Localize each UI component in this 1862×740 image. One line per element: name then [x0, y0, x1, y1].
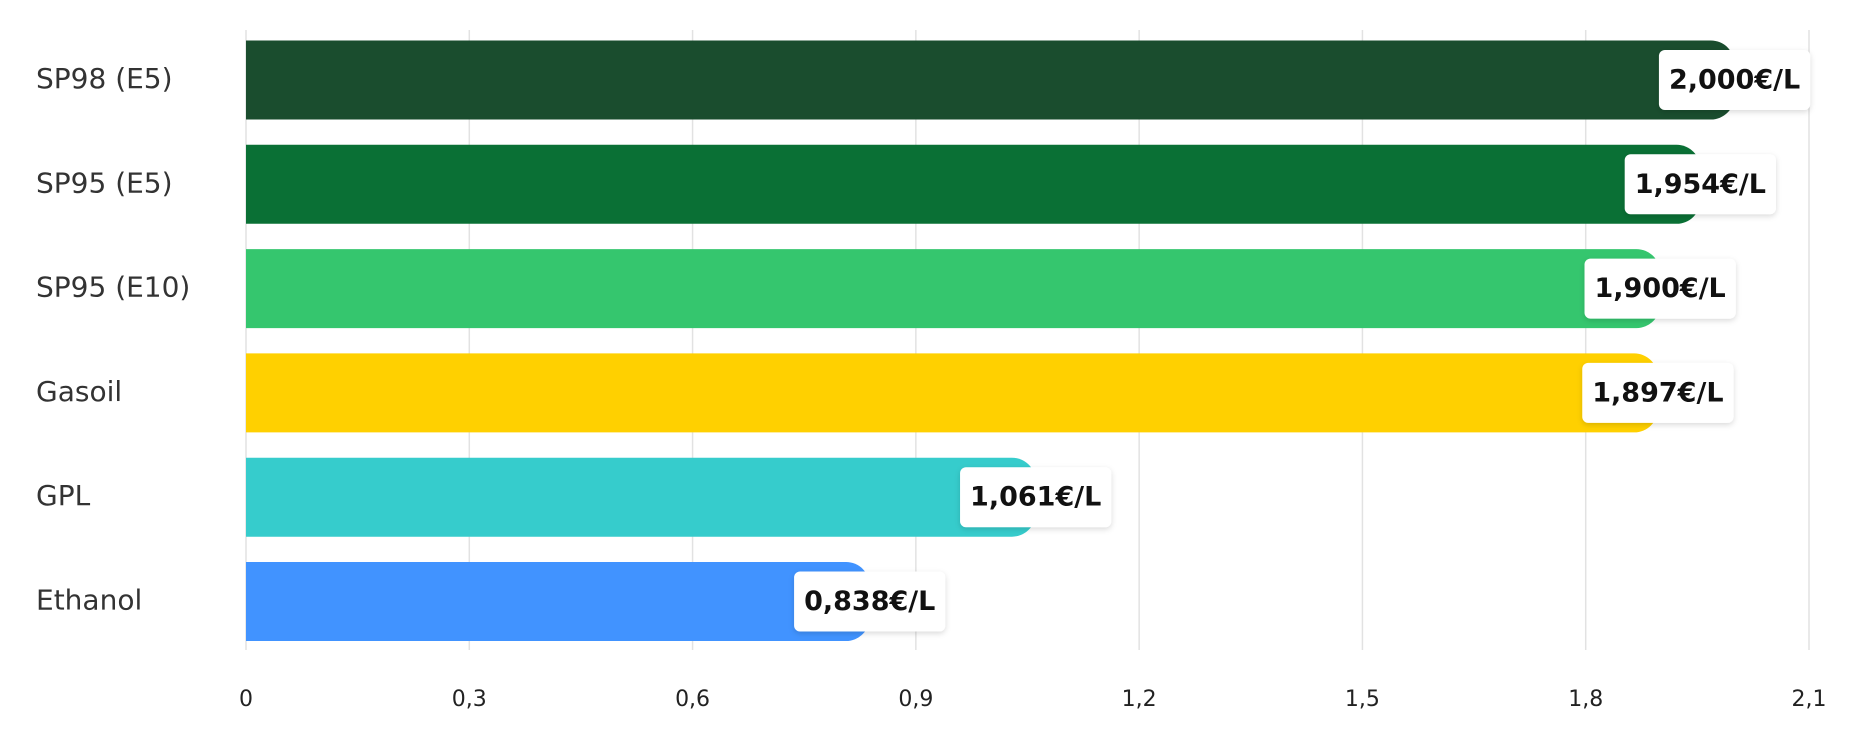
- value-label-text: 2,000€/L: [1669, 65, 1800, 96]
- bar: [246, 40, 1735, 120]
- value-label-text: 1,061€/L: [970, 482, 1101, 513]
- x-tick-label: 0,3: [452, 687, 487, 712]
- bar: [246, 249, 1661, 329]
- bar: [246, 353, 1658, 433]
- bar: [246, 457, 1036, 537]
- value-label-box: [1584, 258, 1736, 319]
- x-tick-label: 1,2: [1122, 687, 1157, 712]
- value-label-text: 1,954€/L: [1635, 169, 1766, 200]
- value-label-box: [1582, 362, 1734, 423]
- y-tick-label: Ethanol: [36, 584, 142, 617]
- value-label: 2,000€/L: [1658, 50, 1811, 110]
- value-label-box: [1658, 50, 1811, 110]
- y-tick-label: SP98 (E5): [36, 62, 173, 95]
- y-tick-label: GPL: [36, 479, 91, 512]
- y-tick-label: SP95 (E10): [36, 271, 190, 304]
- x-tick-label: 0: [239, 687, 253, 712]
- value-label: 1,061€/L: [960, 467, 1112, 528]
- x-tick-label: 2,1: [1792, 687, 1827, 712]
- y-tick-label: SP95 (E5): [36, 166, 173, 199]
- x-tick-label: 0,6: [675, 687, 710, 712]
- bar: [246, 144, 1701, 224]
- value-label-text: 1,900€/L: [1595, 273, 1726, 304]
- value-label: 1,900€/L: [1584, 258, 1736, 319]
- value-label: 0,838€/L: [794, 571, 946, 632]
- value-label: 1,897€/L: [1582, 362, 1734, 423]
- value-label-box: [960, 467, 1112, 528]
- x-tick-label: 0,9: [898, 687, 933, 712]
- bar: [246, 562, 870, 641]
- value-label: 1,954€/L: [1624, 154, 1776, 215]
- x-tick-label: 1,5: [1345, 687, 1380, 712]
- y-tick-label: Gasoil: [36, 375, 122, 408]
- value-label-box: [1624, 154, 1776, 215]
- value-label-text: 0,838€/L: [804, 586, 935, 617]
- value-label-text: 1,897€/L: [1592, 377, 1723, 408]
- x-tick-label: 1,8: [1568, 687, 1603, 712]
- value-label-box: [794, 571, 946, 632]
